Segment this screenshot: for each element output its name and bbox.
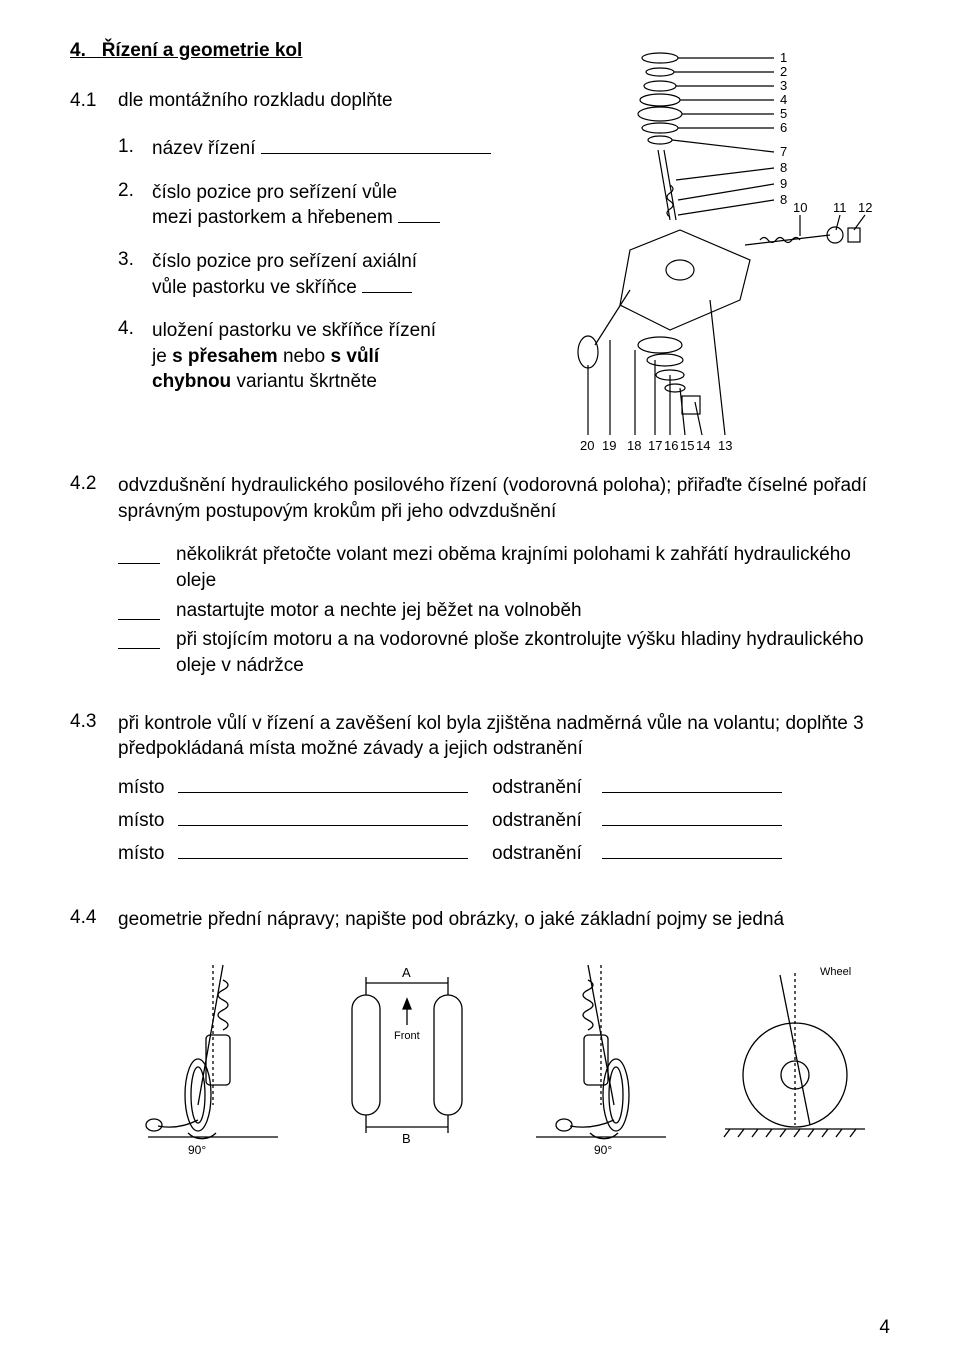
fill-blank[interactable]	[178, 809, 468, 826]
q42-step-1: několikrát přetočte volant mezi oběma kr…	[118, 542, 890, 593]
svg-text:90°: 90°	[594, 1143, 612, 1155]
svg-text:7: 7	[780, 144, 787, 159]
q-number: 4.2	[70, 473, 118, 682]
question-4-1: 4.1 dle montážního rozkladu doplňte 1. n…	[70, 90, 550, 413]
svg-text:11: 11	[833, 200, 847, 215]
fault-row-2: místo odstranění	[118, 809, 890, 832]
svg-text:13: 13	[718, 438, 732, 453]
svg-text:15: 15	[680, 438, 694, 453]
fill-blank[interactable]	[118, 546, 160, 564]
svg-text:Wheel: Wheel	[820, 966, 851, 978]
q41-item-3: 3. číslo pozice pro seřízení axiální vůl…	[118, 249, 550, 300]
fill-blank[interactable]	[261, 137, 491, 154]
fill-blank[interactable]	[178, 842, 468, 859]
svg-text:6: 6	[780, 120, 787, 135]
svg-text:4: 4	[780, 92, 787, 107]
svg-text:18: 18	[627, 438, 641, 453]
geometry-diagrams: 90° A	[118, 955, 890, 1155]
svg-text:3: 3	[780, 78, 787, 93]
svg-text:9: 9	[780, 176, 787, 191]
question-4-2: 4.2 odvzdušnění hydraulického posilového…	[70, 473, 890, 682]
svg-text:5: 5	[780, 106, 787, 121]
q41-item-1: 1. název řízení	[118, 136, 550, 162]
svg-text:Front: Front	[394, 1030, 420, 1042]
geometry-diagram-4: Wheel	[710, 955, 880, 1155]
svg-text:10: 10	[793, 200, 807, 215]
fill-blank[interactable]	[362, 275, 412, 292]
question-4-4: 4.4 geometrie přední nápravy; napište po…	[70, 907, 890, 1155]
svg-text:90°: 90°	[188, 1143, 206, 1155]
q41-item-4: 4. uložení pastorku ve skříňce řízení je…	[118, 318, 550, 395]
svg-text:1: 1	[780, 50, 787, 65]
fill-blank[interactable]	[118, 631, 160, 649]
svg-text:20: 20	[580, 438, 594, 453]
svg-text:8: 8	[780, 160, 787, 175]
fill-blank[interactable]	[602, 776, 782, 793]
section-number: 4.	[70, 40, 86, 61]
svg-text:17: 17	[648, 438, 662, 453]
svg-text:14: 14	[696, 438, 710, 453]
q44-text: geometrie přední nápravy; napište pod ob…	[118, 907, 890, 933]
svg-text:B: B	[402, 1131, 411, 1146]
q-number: 4.3	[70, 711, 118, 876]
svg-text:19: 19	[602, 438, 616, 453]
fault-row-1: místo odstranění	[118, 776, 890, 799]
fill-blank[interactable]	[602, 842, 782, 859]
section-title: Řízení a geometrie kol	[102, 40, 303, 61]
exploded-view-diagram: 1 2 3 4 5 6 7 8 9 8 10 11 12 20 19 18 17…	[530, 40, 890, 460]
question-4-3: 4.3 při kontrole vůlí v řízení a zavěšen…	[70, 711, 890, 876]
q-number: 4.1	[70, 90, 118, 413]
fill-blank[interactable]	[602, 809, 782, 826]
fill-blank[interactable]	[398, 206, 440, 223]
q42-step-2: nastartujte motor a nechte jej běžet na …	[118, 598, 890, 624]
svg-text:2: 2	[780, 64, 787, 79]
fill-blank[interactable]	[178, 776, 468, 793]
geometry-diagram-3: 90°	[516, 955, 686, 1155]
svg-text:16: 16	[664, 438, 678, 453]
fill-blank[interactable]	[118, 602, 160, 620]
svg-text:8: 8	[780, 192, 787, 207]
q43-text: při kontrole vůlí v řízení a zavěšení ko…	[118, 711, 890, 762]
fault-row-3: místo odstranění	[118, 842, 890, 865]
q42-text: odvzdušnění hydraulického posilového říz…	[118, 473, 890, 524]
q-number: 4.4	[70, 907, 118, 1155]
q41-item-2: 2. číslo pozice pro seřízení vůle mezi p…	[118, 180, 550, 231]
svg-text:12: 12	[858, 200, 872, 215]
q41-intro: dle montážního rozkladu doplňte	[118, 90, 550, 112]
page-number: 4	[879, 1317, 890, 1339]
steering-exploded-svg: 1 2 3 4 5 6 7 8 9 8 10 11 12 20 19 18 17…	[530, 40, 890, 460]
q42-step-3: při stojícím motoru a na vodorovné ploše…	[118, 627, 890, 678]
geometry-diagram-1: 90°	[128, 955, 298, 1155]
svg-text:A: A	[402, 965, 411, 980]
geometry-diagram-2: A Front B	[322, 955, 492, 1155]
